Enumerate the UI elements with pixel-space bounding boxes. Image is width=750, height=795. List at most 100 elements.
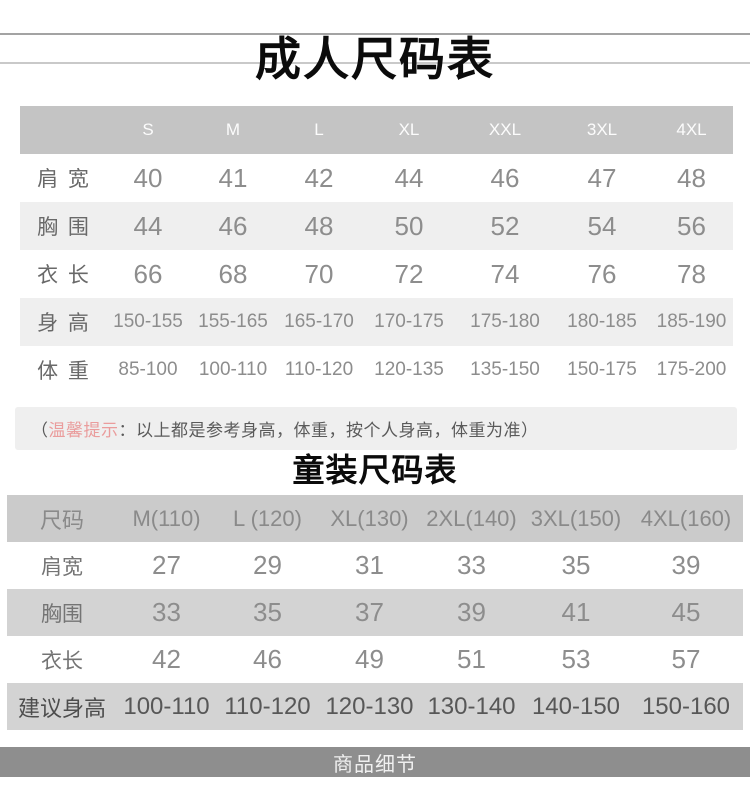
cell: 185-190 — [656, 311, 727, 332]
cell: 42 — [152, 644, 181, 674]
cell: 45 — [671, 597, 701, 627]
kids-size-table: 尺码 M(110) L (120) XL(130) 2XL(140) 3XL(1… — [7, 495, 743, 730]
cell: 74 — [490, 258, 520, 289]
kids-col-header-xl130: XL(130) — [330, 505, 409, 531]
row-label: 胸 围 — [37, 216, 89, 239]
adult-header-row: S M L XL XXL 3XL 4XL — [20, 106, 733, 154]
cell: 120-130 — [325, 692, 414, 720]
cell: 57 — [671, 644, 701, 674]
cell: 27 — [152, 550, 181, 580]
cell: 48 — [304, 210, 334, 241]
cell: 29 — [253, 550, 282, 580]
adult-row-weight: 体 重 85-100 100-110 110-120 120-135 135-1… — [20, 346, 733, 394]
kids-row-suggested-height: 建议身高 100-110 110-120 120-130 130-140 140… — [7, 683, 743, 730]
cell: 170-175 — [374, 311, 444, 332]
cell: 47 — [587, 162, 617, 193]
cell: 40 — [133, 162, 163, 193]
cell: 100-110 — [123, 692, 210, 720]
kids-col-header-2xl140: 2XL(140) — [426, 505, 517, 531]
title-divider-line — [0, 62, 750, 64]
cell: 150-155 — [113, 311, 183, 332]
cell: 46 — [253, 644, 282, 674]
cell: 70 — [304, 258, 334, 289]
cell: 110-120 — [224, 692, 311, 720]
adult-size-table: S M L XL XXL 3XL 4XL 肩 宽 40 41 42 44 46 … — [20, 106, 733, 394]
adult-col-header-l: L — [314, 120, 324, 139]
adult-row-shoulder: 肩 宽 40 41 42 44 46 47 48 — [20, 154, 733, 202]
kids-col-header-4xl160: 4XL(160) — [640, 505, 732, 531]
adult-col-header-m: M — [225, 120, 241, 139]
cell: 72 — [394, 258, 424, 289]
friendly-reminder-note: （温馨提示 ：以上都是参考身高，体重，按个人身高，体重为准） — [15, 407, 737, 450]
row-label: 肩 宽 — [37, 168, 89, 191]
cell: 140-150 — [531, 692, 621, 720]
note-open-paren: （ — [31, 421, 49, 440]
top-divider-line — [0, 33, 750, 35]
product-details-label: 商品细节 — [333, 753, 417, 776]
cell: 44 — [133, 210, 163, 241]
cell: 150-175 — [567, 359, 637, 380]
cell: 41 — [218, 162, 248, 193]
cell: 39 — [457, 597, 486, 627]
row-label: 体 重 — [37, 360, 89, 383]
cell: 175-180 — [470, 311, 540, 332]
adult-corner-cell — [20, 106, 106, 154]
kids-col-header-m110: M(110) — [132, 505, 201, 531]
cell: 31 — [355, 550, 384, 580]
adult-size-chart-title: 成人尺码表 — [255, 33, 495, 85]
kids-header-row: 尺码 M(110) L (120) XL(130) 2XL(140) 3XL(1… — [7, 495, 743, 542]
row-label: 身 高 — [37, 312, 89, 335]
cell: 66 — [133, 258, 163, 289]
cell: 49 — [355, 644, 384, 674]
cell: 175-200 — [656, 359, 727, 380]
kids-row-chest: 胸围 33 35 37 39 41 45 — [7, 589, 743, 636]
row-label: 肩宽 — [41, 555, 83, 579]
cell: 35 — [253, 597, 282, 627]
adult-row-chest: 胸 围 44 46 48 50 52 54 56 — [20, 202, 733, 250]
cell: 56 — [677, 210, 706, 241]
adult-col-header-xxl: XXL — [488, 120, 522, 139]
kids-row-shoulder: 肩宽 27 29 31 33 35 39 — [7, 542, 743, 589]
adult-col-header-3xl: 3XL — [586, 120, 618, 139]
kids-col-header-l120: L (120) — [233, 505, 302, 531]
adult-col-header-xl: XL — [398, 120, 420, 139]
cell: 76 — [587, 258, 617, 289]
cell: 135-150 — [470, 359, 540, 380]
cell: 155-165 — [198, 311, 268, 332]
cell: 33 — [152, 597, 181, 627]
kids-col-header-3xl150: 3XL(150) — [530, 505, 622, 531]
cell: 110-120 — [284, 359, 354, 380]
cell: 100-110 — [198, 359, 268, 380]
kids-col-header-size: 尺码 — [39, 507, 84, 533]
cell: 52 — [490, 210, 520, 241]
cell: 120-135 — [374, 359, 444, 380]
row-label: 胸围 — [41, 602, 83, 626]
note-highlight: 温馨提示 — [48, 421, 119, 440]
cell: 35 — [561, 550, 591, 580]
cell: 46 — [218, 210, 248, 241]
row-label: 衣 长 — [37, 264, 89, 287]
kids-size-chart-title: 童装尺码表 — [292, 452, 458, 488]
product-details-banner: 商品细节 — [0, 747, 750, 777]
cell: 39 — [671, 550, 701, 580]
cell: 68 — [218, 258, 248, 289]
cell: 180-185 — [567, 311, 637, 332]
cell: 51 — [457, 644, 486, 674]
cell: 44 — [394, 162, 424, 193]
cell: 46 — [490, 162, 520, 193]
row-label: 衣长 — [41, 649, 83, 673]
cell: 48 — [677, 162, 706, 193]
cell: 42 — [304, 162, 334, 193]
cell: 54 — [587, 210, 617, 241]
adult-row-length: 衣 长 66 68 70 72 74 76 78 — [20, 250, 733, 298]
adult-col-header-4xl: 4XL — [676, 120, 707, 139]
cell: 85-100 — [118, 359, 178, 380]
cell: 165-170 — [284, 311, 354, 332]
cell: 53 — [561, 644, 591, 674]
cell: 50 — [394, 210, 424, 241]
adult-col-header-s: S — [142, 120, 154, 139]
cell: 33 — [457, 550, 486, 580]
cell: 150-160 — [641, 692, 731, 720]
note-text: ：以上都是参考身高，体重，按个人身高，体重为准） — [118, 421, 539, 440]
adult-row-height: 身 高 150-155 155-165 165-170 170-175 175-… — [20, 298, 733, 346]
